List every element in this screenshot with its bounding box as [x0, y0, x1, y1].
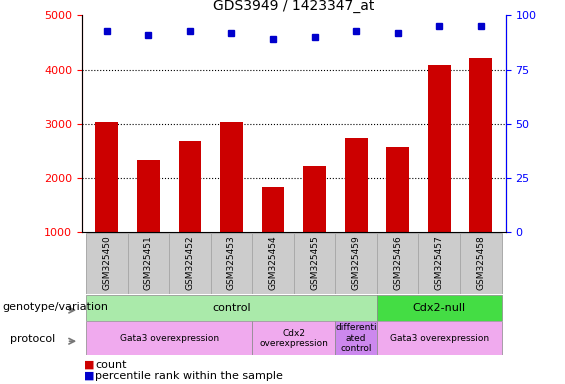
Bar — [377, 295, 502, 321]
Bar — [169, 233, 211, 294]
Text: GSM325459: GSM325459 — [351, 235, 360, 290]
Bar — [252, 233, 294, 294]
Text: genotype/variation: genotype/variation — [3, 302, 109, 312]
Text: GSM325453: GSM325453 — [227, 235, 236, 290]
Text: GSM325452: GSM325452 — [185, 235, 194, 290]
Text: Cdx2-null: Cdx2-null — [412, 303, 466, 313]
Text: GSM325454: GSM325454 — [268, 235, 277, 290]
Text: GSM325457: GSM325457 — [434, 235, 444, 290]
Bar — [95, 122, 118, 232]
Text: GSM325455: GSM325455 — [310, 235, 319, 290]
Bar — [137, 160, 160, 232]
Title: GDS3949 / 1423347_at: GDS3949 / 1423347_at — [213, 0, 375, 13]
Text: protocol: protocol — [10, 334, 55, 344]
Bar — [128, 233, 169, 294]
Text: GSM325458: GSM325458 — [476, 235, 485, 290]
Bar — [377, 233, 419, 294]
Bar — [211, 233, 252, 294]
Text: control: control — [212, 303, 251, 313]
Bar — [220, 122, 243, 232]
Bar — [428, 65, 451, 232]
Text: ■: ■ — [84, 371, 94, 381]
Bar — [336, 233, 377, 294]
Bar — [345, 138, 368, 232]
Text: percentile rank within the sample: percentile rank within the sample — [95, 371, 283, 381]
Bar — [86, 233, 128, 294]
Bar — [294, 233, 336, 294]
Text: GSM325450: GSM325450 — [102, 235, 111, 290]
Bar — [303, 166, 326, 232]
Text: differenti
ated
control: differenti ated control — [335, 323, 377, 353]
Bar — [460, 233, 502, 294]
Text: GSM325451: GSM325451 — [144, 235, 153, 290]
Text: ■: ■ — [84, 360, 94, 370]
Text: count: count — [95, 360, 127, 370]
Bar — [252, 321, 336, 355]
Bar — [179, 141, 201, 232]
Bar — [470, 58, 492, 232]
Text: Cdx2
overexpression: Cdx2 overexpression — [259, 329, 328, 348]
Bar — [86, 295, 377, 321]
Bar — [336, 321, 377, 355]
Text: Gata3 overexpression: Gata3 overexpression — [120, 334, 219, 343]
Bar — [86, 321, 252, 355]
Bar — [262, 187, 284, 232]
Text: GSM325456: GSM325456 — [393, 235, 402, 290]
Bar — [386, 147, 409, 232]
Text: Gata3 overexpression: Gata3 overexpression — [390, 334, 489, 343]
Bar — [377, 321, 502, 355]
Bar — [419, 233, 460, 294]
